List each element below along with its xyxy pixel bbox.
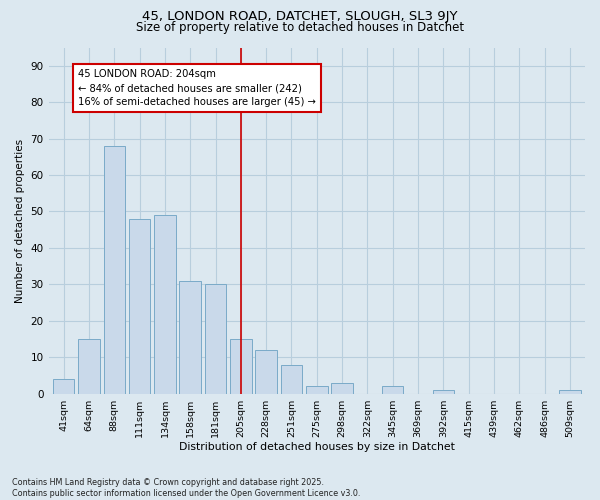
Bar — [281, 364, 302, 394]
Y-axis label: Number of detached properties: Number of detached properties — [15, 138, 25, 302]
Bar — [104, 146, 125, 394]
X-axis label: Distribution of detached houses by size in Datchet: Distribution of detached houses by size … — [179, 442, 455, 452]
Text: Size of property relative to detached houses in Datchet: Size of property relative to detached ho… — [136, 21, 464, 34]
Bar — [154, 215, 176, 394]
Bar — [179, 280, 201, 394]
Bar — [78, 339, 100, 394]
Bar — [205, 284, 226, 394]
Bar — [53, 379, 74, 394]
Bar — [433, 390, 454, 394]
Text: Contains HM Land Registry data © Crown copyright and database right 2025.
Contai: Contains HM Land Registry data © Crown c… — [12, 478, 361, 498]
Bar — [306, 386, 328, 394]
Bar — [256, 350, 277, 394]
Bar — [382, 386, 403, 394]
Bar — [559, 390, 581, 394]
Text: 45 LONDON ROAD: 204sqm
← 84% of detached houses are smaller (242)
16% of semi-de: 45 LONDON ROAD: 204sqm ← 84% of detached… — [77, 70, 316, 108]
Text: 45, LONDON ROAD, DATCHET, SLOUGH, SL3 9JY: 45, LONDON ROAD, DATCHET, SLOUGH, SL3 9J… — [142, 10, 458, 23]
Bar — [331, 383, 353, 394]
Bar — [129, 219, 151, 394]
Bar — [230, 339, 251, 394]
